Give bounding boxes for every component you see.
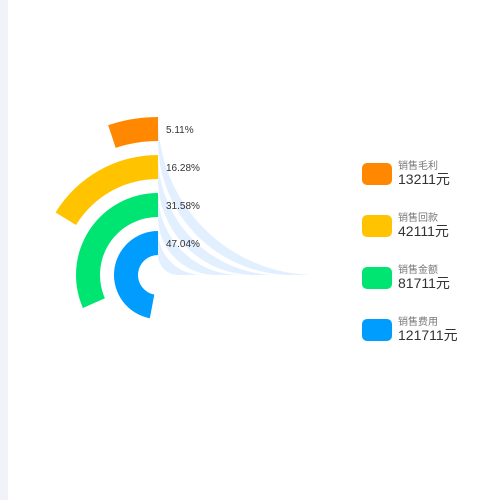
legend-swatch	[362, 319, 392, 341]
ring-track-1	[158, 117, 316, 275]
legend-series-name: 销售金额	[398, 265, 438, 276]
legend-series-value: 81711元	[398, 275, 450, 291]
ring-bar-3[interactable]	[75, 193, 158, 308]
legend-swatch	[362, 267, 392, 289]
percent-label-3: 31.58%	[166, 201, 200, 212]
legend-series-name: 销售毛利	[398, 161, 438, 172]
percent-label-1: 5.11%	[166, 125, 194, 136]
legend-series-name: 销售费用	[398, 317, 438, 328]
legend-item-2[interactable]: 销售回款 42111元	[362, 207, 492, 259]
ring-bar-2[interactable]	[55, 155, 159, 225]
ring-bar-1[interactable]	[108, 117, 158, 148]
legend-series-value: 13211元	[398, 171, 450, 187]
legend-item-1[interactable]: 销售毛利 13211元	[362, 155, 492, 207]
legend-item-4[interactable]: 销售费用 121711元	[362, 311, 492, 363]
legend-swatch	[362, 163, 392, 185]
legend-series-value: 121711元	[398, 327, 458, 343]
ring-track-4	[158, 231, 202, 275]
left-edge-strip	[0, 0, 8, 500]
legend-series-name: 销售回款	[398, 213, 438, 224]
legend-swatch	[362, 215, 392, 237]
legend-series-value: 42111元	[398, 223, 449, 239]
percent-label-2: 16.28%	[166, 163, 200, 174]
legend-item-3[interactable]: 销售金额 81711元	[362, 259, 492, 311]
ring-track-2	[158, 155, 278, 275]
chart-legend: 销售毛利 13211元 销售回款 42111元 销售金额 81711元 销售费用 121711…	[362, 155, 492, 363]
ring-track-3	[158, 193, 240, 275]
ring-bar-4[interactable]	[113, 231, 158, 319]
percent-label-4: 47.04%	[166, 239, 200, 250]
